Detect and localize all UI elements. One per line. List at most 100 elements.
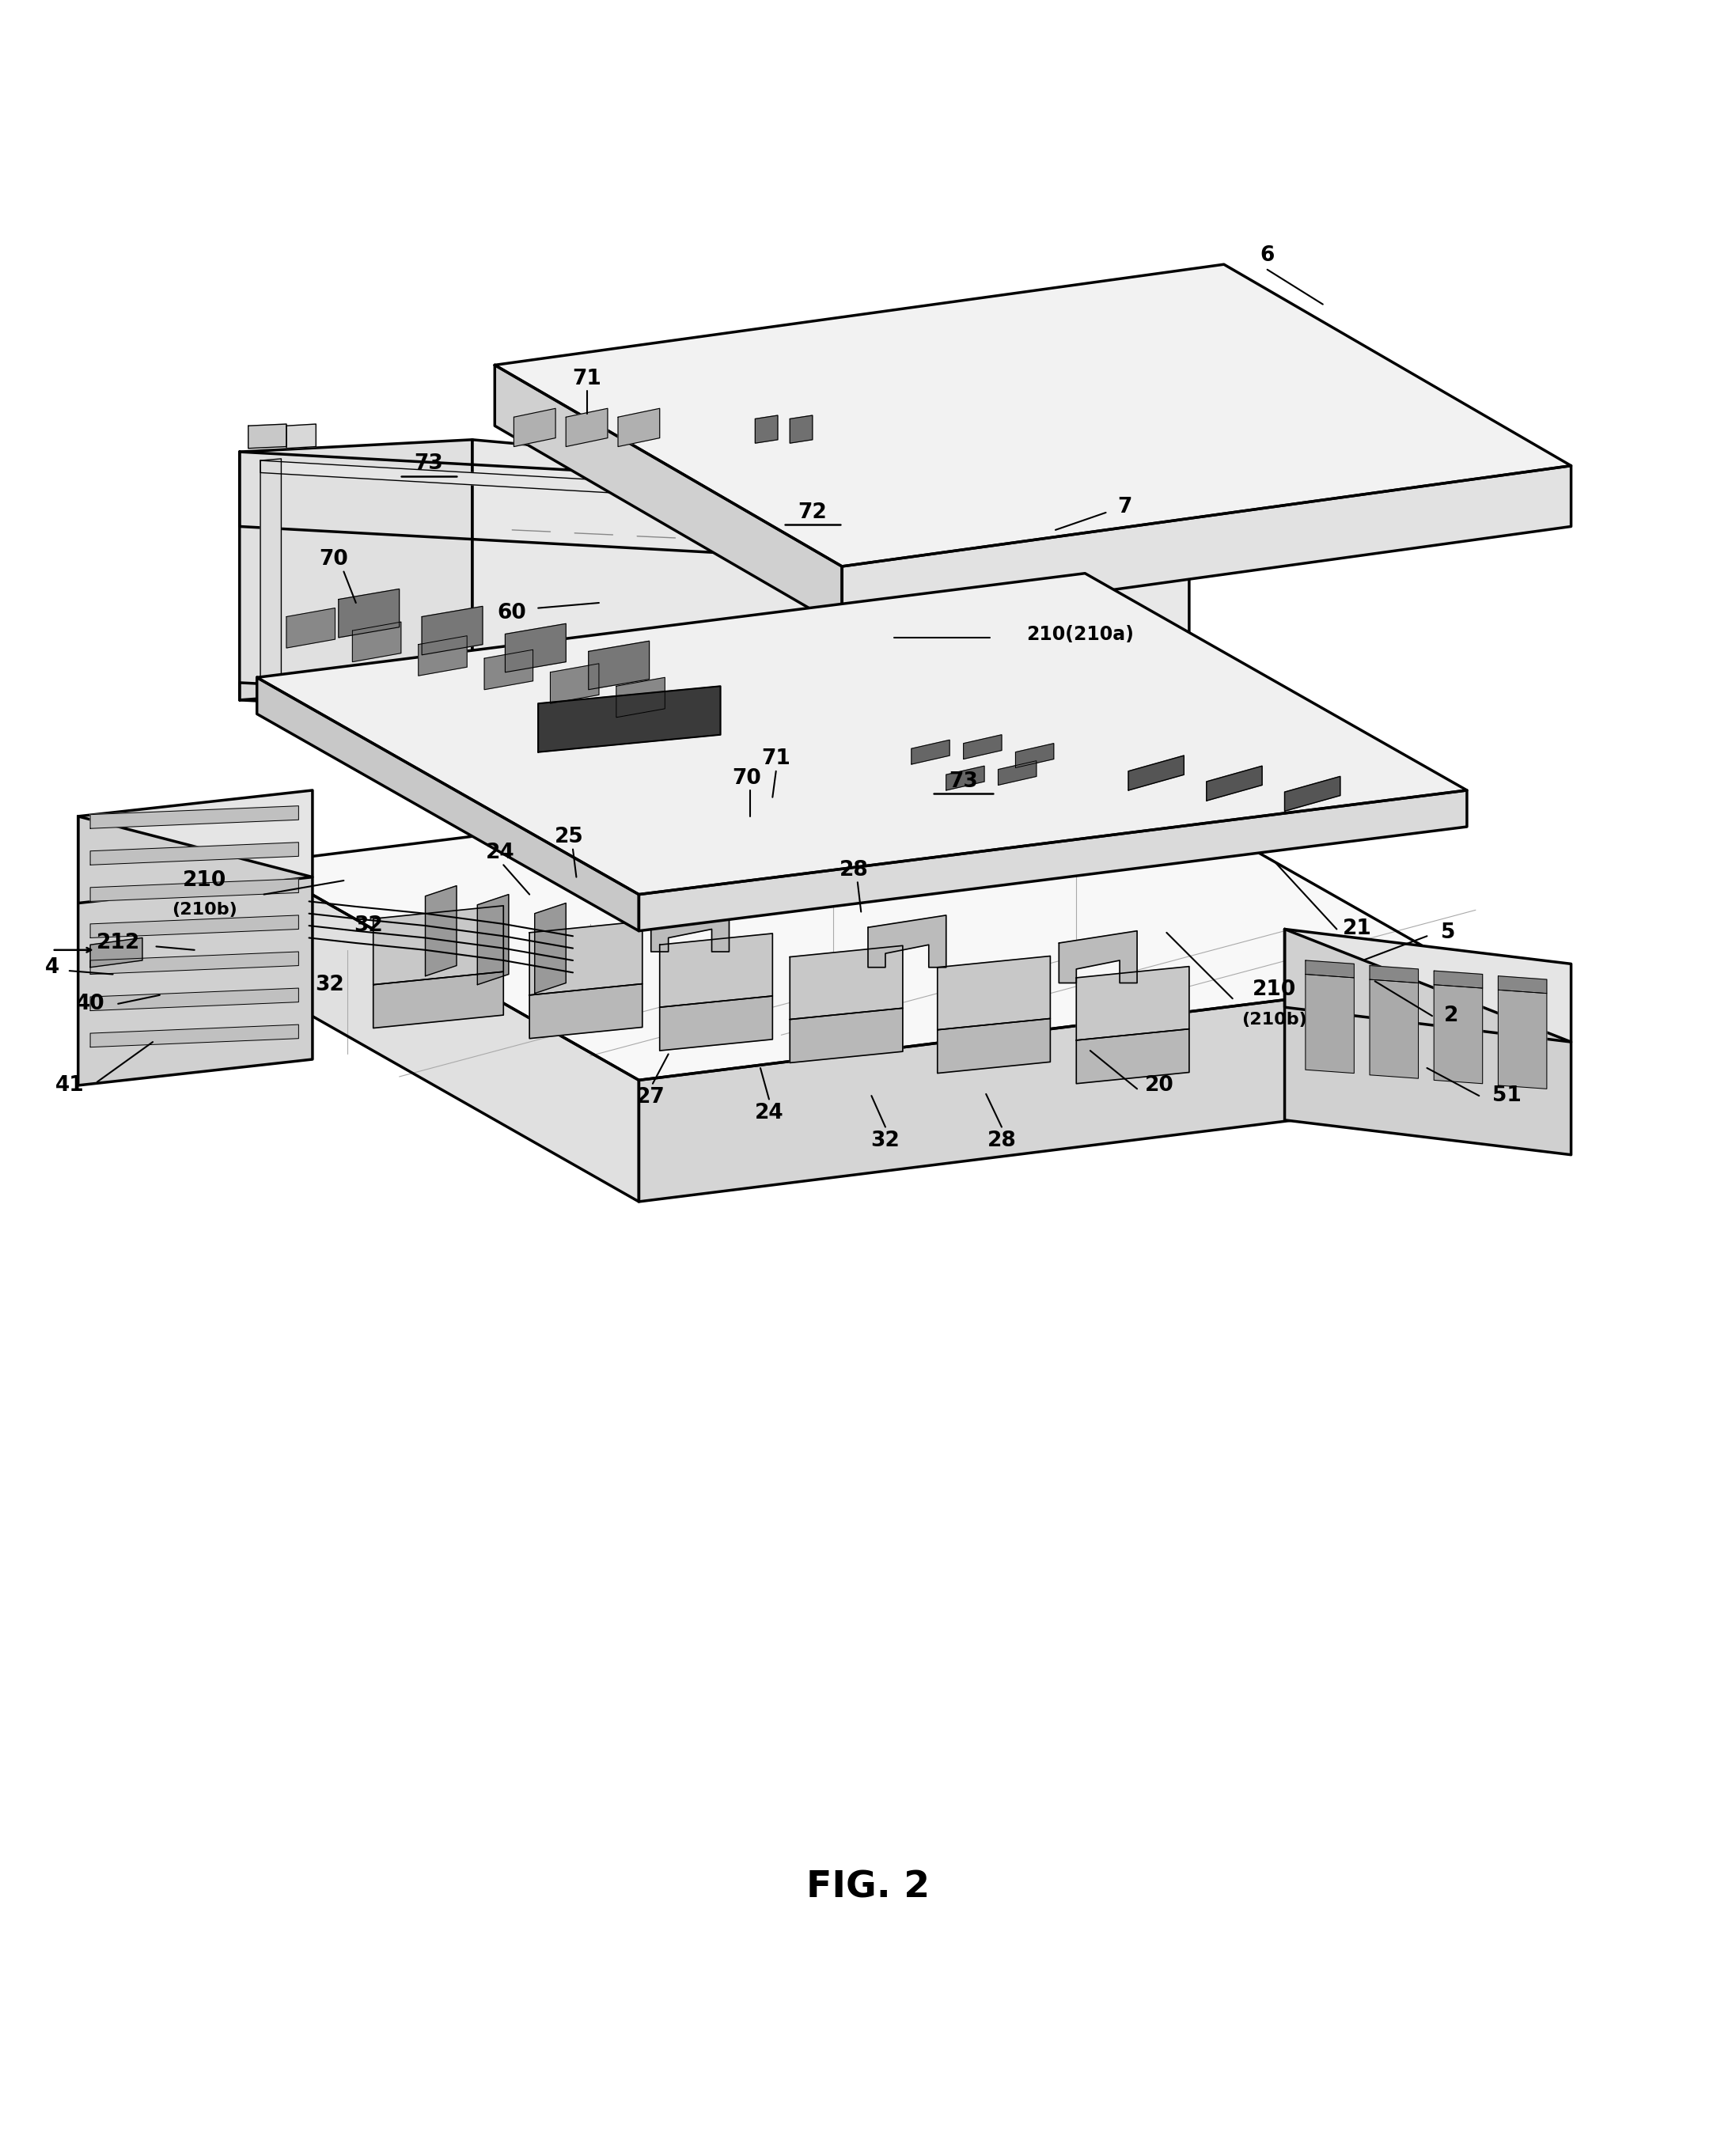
Polygon shape (240, 453, 1189, 579)
Polygon shape (1207, 767, 1262, 801)
Polygon shape (1498, 976, 1547, 993)
Polygon shape (257, 677, 639, 931)
Polygon shape (639, 976, 1476, 1203)
Polygon shape (257, 758, 1476, 1081)
Polygon shape (90, 953, 299, 974)
Polygon shape (868, 914, 946, 968)
Polygon shape (686, 690, 1189, 765)
Text: 5: 5 (1441, 923, 1455, 942)
Text: 51: 51 (1493, 1085, 1521, 1106)
Text: 20: 20 (1146, 1074, 1174, 1096)
Polygon shape (90, 805, 299, 829)
Text: 7: 7 (1118, 498, 1132, 517)
Polygon shape (911, 739, 950, 765)
Polygon shape (352, 622, 401, 662)
Polygon shape (90, 842, 299, 865)
Polygon shape (963, 735, 1002, 758)
Polygon shape (78, 790, 312, 904)
Polygon shape (833, 690, 885, 829)
Polygon shape (566, 408, 608, 446)
Polygon shape (1285, 775, 1340, 812)
Polygon shape (472, 440, 1189, 731)
Polygon shape (240, 684, 1189, 748)
Polygon shape (833, 690, 885, 703)
Polygon shape (550, 664, 599, 703)
Polygon shape (790, 946, 903, 1019)
Polygon shape (589, 641, 649, 690)
Polygon shape (529, 985, 642, 1038)
Polygon shape (495, 365, 842, 628)
Text: 6: 6 (1260, 246, 1274, 267)
Polygon shape (240, 440, 472, 701)
Polygon shape (257, 572, 1467, 895)
Polygon shape (618, 408, 660, 446)
Polygon shape (1305, 961, 1354, 978)
Polygon shape (529, 921, 642, 995)
Polygon shape (78, 816, 312, 1085)
Polygon shape (484, 649, 533, 690)
Polygon shape (937, 957, 1050, 1030)
Polygon shape (260, 459, 281, 686)
Polygon shape (1076, 965, 1189, 1040)
Polygon shape (651, 899, 729, 953)
Text: 24: 24 (755, 1102, 783, 1124)
Polygon shape (286, 609, 335, 647)
Text: 21: 21 (1344, 918, 1371, 940)
Polygon shape (790, 414, 812, 442)
Polygon shape (1305, 974, 1354, 1072)
Polygon shape (1370, 980, 1418, 1079)
Polygon shape (422, 607, 483, 656)
Polygon shape (660, 995, 773, 1051)
Text: 40: 40 (76, 993, 104, 1015)
Text: 24: 24 (486, 842, 514, 863)
Polygon shape (260, 461, 1167, 525)
Polygon shape (686, 690, 833, 739)
Polygon shape (937, 1019, 1050, 1072)
Text: 70: 70 (733, 767, 760, 788)
Text: 73: 73 (950, 771, 977, 792)
Text: 28: 28 (988, 1130, 1016, 1151)
Polygon shape (639, 790, 1467, 931)
Polygon shape (946, 767, 984, 790)
Polygon shape (418, 637, 467, 675)
Polygon shape (535, 904, 566, 993)
Polygon shape (790, 1008, 903, 1064)
Text: 2: 2 (1444, 1006, 1458, 1025)
Polygon shape (1016, 743, 1054, 767)
Text: 210: 210 (182, 869, 227, 891)
Polygon shape (90, 878, 299, 901)
Text: 73: 73 (415, 453, 443, 474)
Text: 70: 70 (319, 549, 347, 570)
Text: 210: 210 (1252, 980, 1297, 1000)
Text: (210b): (210b) (1241, 1012, 1307, 1027)
Text: (210b): (210b) (172, 901, 238, 918)
Polygon shape (90, 938, 142, 968)
Polygon shape (373, 972, 503, 1027)
Polygon shape (1498, 989, 1547, 1089)
Text: 71: 71 (573, 370, 601, 389)
Polygon shape (660, 933, 773, 1008)
Polygon shape (842, 466, 1571, 628)
Text: 41: 41 (56, 1074, 83, 1096)
Polygon shape (1076, 1030, 1189, 1083)
Polygon shape (538, 686, 720, 752)
Text: 32: 32 (871, 1130, 899, 1151)
Polygon shape (505, 624, 566, 673)
Polygon shape (90, 989, 299, 1010)
Text: 32: 32 (316, 974, 344, 995)
Text: 25: 25 (556, 827, 583, 848)
Polygon shape (514, 408, 556, 446)
Polygon shape (248, 425, 286, 449)
Polygon shape (755, 414, 778, 442)
Text: 210(210a): 210(210a) (1026, 624, 1134, 643)
Polygon shape (1059, 931, 1137, 983)
Text: 4: 4 (45, 957, 59, 978)
Polygon shape (90, 914, 299, 938)
Polygon shape (425, 886, 457, 976)
Text: 212: 212 (95, 933, 141, 953)
Text: 27: 27 (637, 1087, 665, 1109)
Polygon shape (1285, 929, 1571, 1156)
Text: FIG. 2: FIG. 2 (806, 1869, 930, 1905)
Polygon shape (373, 906, 503, 985)
Polygon shape (257, 863, 639, 1203)
